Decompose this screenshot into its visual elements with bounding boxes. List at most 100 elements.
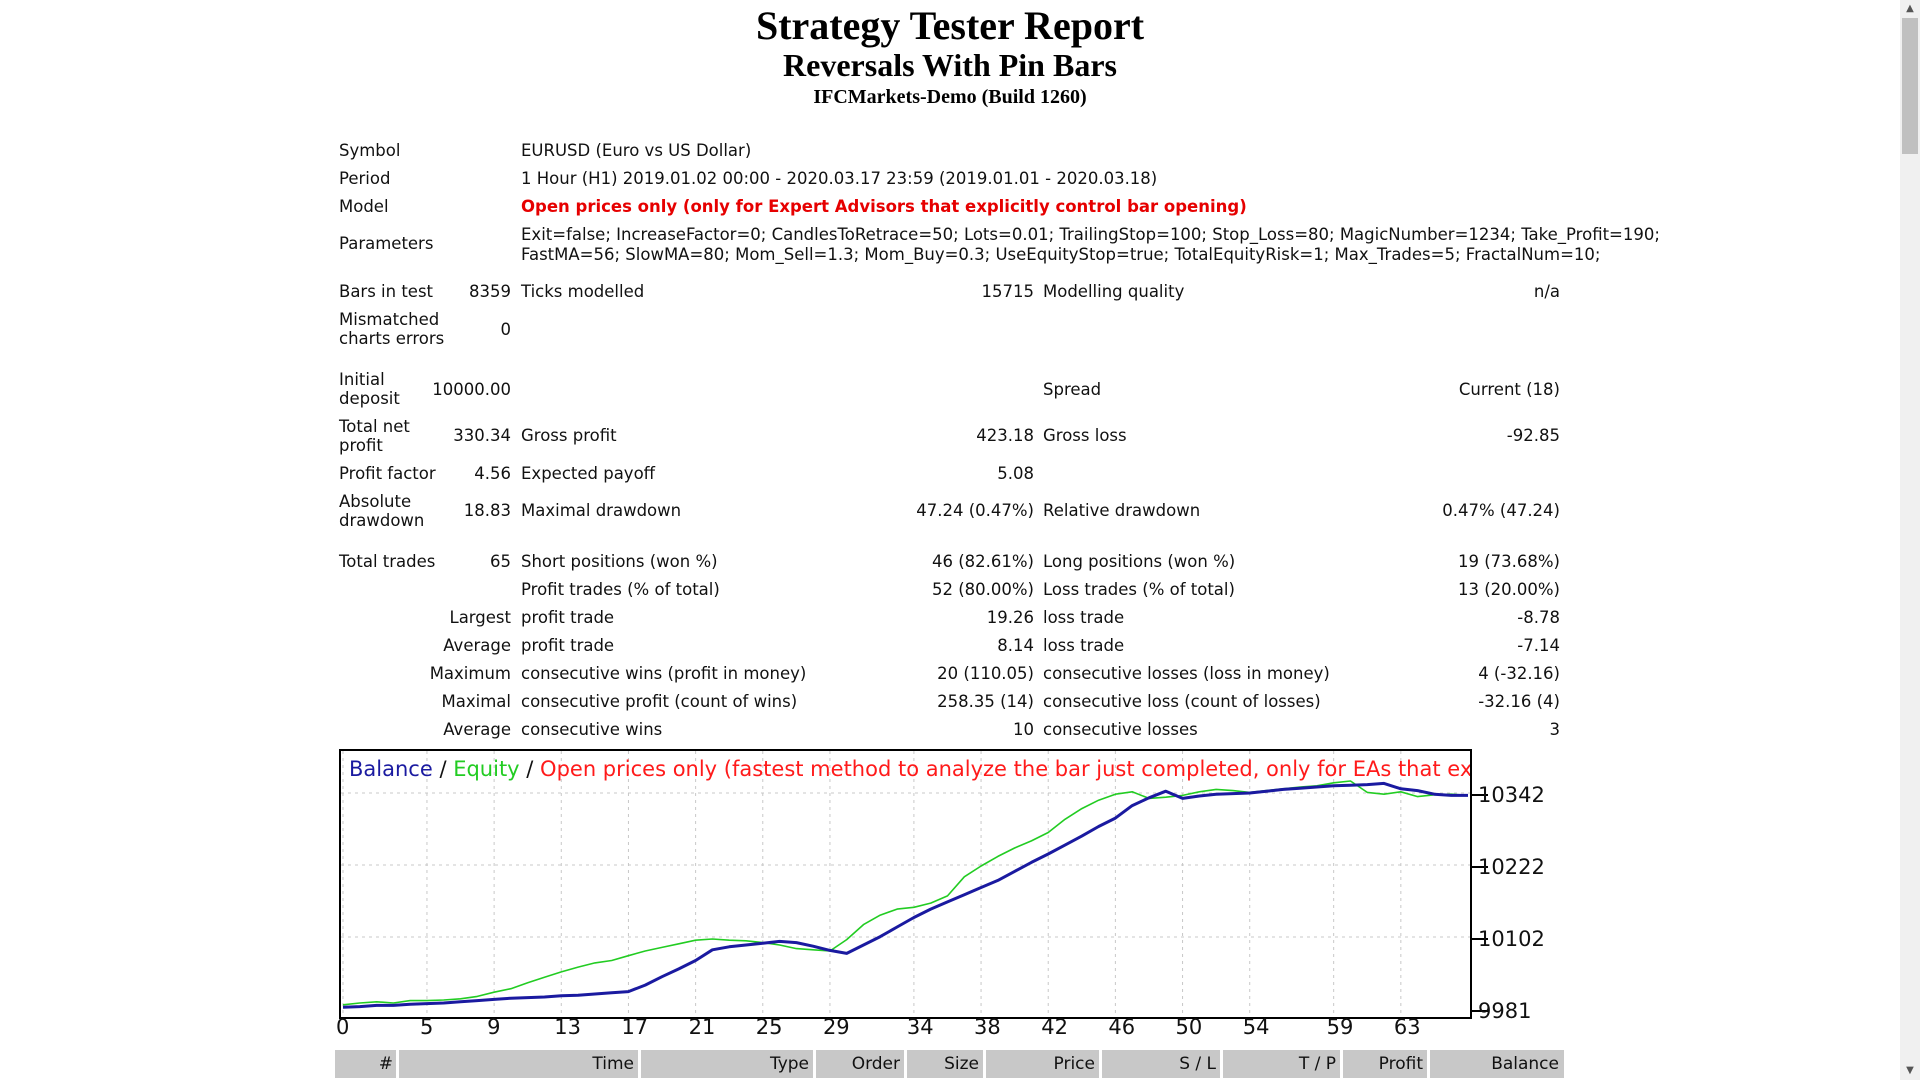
vertical-scrollbar[interactable] bbox=[1900, 0, 1920, 1080]
y-tick-mark bbox=[1470, 1010, 1488, 1012]
max-consec-losses-value: 4 (-32.16) bbox=[1478, 664, 1560, 683]
header-divider bbox=[1427, 1050, 1430, 1078]
header-divider bbox=[904, 1050, 907, 1078]
largest-loss-label: loss trade bbox=[1043, 608, 1125, 627]
mismatch-value: 0 bbox=[500, 320, 512, 339]
net-profit-label-1: Total net bbox=[339, 417, 410, 436]
net-profit-value: 330.34 bbox=[453, 426, 511, 445]
col-time: Time bbox=[592, 1054, 634, 1074]
total-trades-value: 65 bbox=[490, 552, 511, 571]
y-tick-label: 10102 bbox=[1478, 927, 1545, 951]
avg-consec-wins-label: consecutive wins bbox=[521, 720, 663, 739]
maximal-profit-value: 258.35 (14) bbox=[937, 692, 1034, 711]
average-label: Average bbox=[443, 636, 511, 655]
profit-factor-value: 4.56 bbox=[474, 464, 511, 483]
avg-consec-wins-value: 10 bbox=[1013, 720, 1034, 739]
chart-legend: Balance / Equity / Open prices only (fas… bbox=[349, 757, 1472, 781]
bars-label: Bars in test bbox=[339, 282, 434, 301]
largest-label: Largest bbox=[449, 608, 512, 627]
header-divider bbox=[1220, 1050, 1223, 1078]
parameters-line2: FastMA=56; SlowMA=80; Mom_Sell=1.3; Mom_… bbox=[521, 245, 1601, 264]
net-profit-label-2: profit bbox=[339, 436, 383, 455]
avg-consec-losses-label: consecutive losses bbox=[1043, 720, 1198, 739]
col-price: Price bbox=[1053, 1054, 1095, 1074]
average-loss-value: -7.14 bbox=[1517, 636, 1560, 655]
gross-profit-value: 423.18 bbox=[976, 426, 1034, 445]
loss-trades-label: Loss trades (% of total) bbox=[1043, 580, 1235, 599]
x-tick-label: 50 bbox=[1175, 1015, 1203, 1039]
legend-separator: / bbox=[432, 757, 454, 781]
header-divider bbox=[813, 1050, 816, 1078]
x-tick-label: 38 bbox=[974, 1015, 1001, 1039]
bars-value: 8359 bbox=[469, 282, 511, 301]
long-positions-value: 19 (73.68%) bbox=[1457, 552, 1560, 571]
x-tick-label: 54 bbox=[1242, 1015, 1270, 1039]
col-size: Size bbox=[944, 1054, 979, 1074]
series-line-equity bbox=[342, 780, 1469, 1006]
x-tick-label: 13 bbox=[554, 1015, 582, 1039]
header-divider bbox=[1340, 1050, 1343, 1078]
short-positions-label: Short positions (won %) bbox=[521, 552, 718, 571]
mismatch-label-1: Mismatched bbox=[339, 310, 440, 329]
expected-payoff-value: 5.08 bbox=[997, 464, 1034, 483]
series-line-balance bbox=[342, 781, 1468, 1009]
legend-separator: / bbox=[519, 757, 541, 781]
profit-trades-value: 52 (80.00%) bbox=[931, 580, 1034, 599]
abs-drawdown-value: 18.83 bbox=[463, 501, 511, 520]
symbol-label: Symbol bbox=[339, 141, 401, 160]
y-tick-mark bbox=[1470, 794, 1488, 796]
scrollbar-thumb[interactable] bbox=[1902, 18, 1918, 154]
ticks-value: 15715 bbox=[981, 282, 1035, 301]
average-consec-label: Average bbox=[443, 720, 511, 739]
largest-profit-value: 19.26 bbox=[986, 608, 1034, 627]
abs-drawdown-label-2: drawdown bbox=[339, 511, 425, 530]
x-tick-label: 29 bbox=[822, 1015, 850, 1039]
period-label: Period bbox=[339, 169, 391, 188]
rel-drawdown-value: 0.47% (47.24) bbox=[1442, 501, 1560, 520]
max-drawdown-label: Maximal drawdown bbox=[521, 501, 682, 520]
server-build: IFCMarkets-Demo (Build 1260) bbox=[813, 86, 1087, 108]
largest-profit-label: profit trade bbox=[521, 608, 615, 627]
long-positions-label: Long positions (won %) bbox=[1043, 552, 1236, 571]
x-tick-label: 34 bbox=[906, 1015, 934, 1039]
col-profit: Profit bbox=[1378, 1054, 1423, 1074]
y-tick-label: 10222 bbox=[1478, 855, 1545, 879]
expected-payoff-label: Expected payoff bbox=[521, 464, 656, 483]
mismatch-label-2: charts errors bbox=[339, 329, 445, 348]
maximal-loss-label: consecutive loss (count of losses) bbox=[1043, 692, 1321, 711]
model-value: Open prices only (only for Expert Adviso… bbox=[521, 197, 1247, 216]
short-positions-value: 46 (82.61%) bbox=[931, 552, 1034, 571]
legend-equity: Equity bbox=[453, 757, 520, 781]
spread-label: Spread bbox=[1043, 380, 1102, 399]
x-tick-label: 25 bbox=[755, 1015, 783, 1039]
legend-balance: Balance bbox=[349, 757, 433, 781]
average-loss-label: loss trade bbox=[1043, 636, 1125, 655]
maximum-label: Maximum bbox=[429, 664, 511, 683]
average-profit-value: 8.14 bbox=[997, 636, 1034, 655]
quality-label: Modelling quality bbox=[1043, 282, 1185, 301]
scroll-up-icon[interactable]: ▲ bbox=[1906, 3, 1914, 14]
x-tick-label: 17 bbox=[621, 1015, 649, 1039]
header-divider bbox=[638, 1050, 641, 1078]
x-tick-label: 46 bbox=[1108, 1015, 1136, 1039]
col-number: # bbox=[378, 1054, 393, 1074]
abs-drawdown-label-1: Absolute bbox=[339, 492, 412, 511]
y-tick-label: 9981 bbox=[1478, 999, 1532, 1023]
header-divider bbox=[396, 1050, 399, 1078]
col-take-profit: T / P bbox=[1298, 1054, 1336, 1074]
model-label: Model bbox=[339, 197, 389, 216]
y-tick-mark bbox=[1470, 866, 1488, 868]
quality-value: n/a bbox=[1533, 282, 1560, 301]
symbol-value: EURUSD (Euro vs US Dollar) bbox=[521, 141, 752, 160]
legend-model: Open prices only (fastest method to anal… bbox=[540, 757, 1472, 781]
x-tick-label: 0 bbox=[336, 1015, 350, 1039]
trades-table-header: # Time Type Order Size Price S / L T / P… bbox=[335, 1050, 1564, 1078]
scroll-down-icon[interactable]: ▼ bbox=[1906, 1065, 1914, 1076]
x-tick-label: 63 bbox=[1393, 1015, 1421, 1039]
maximal-loss-value: -32.16 (4) bbox=[1478, 692, 1560, 711]
deposit-value: 10000.00 bbox=[432, 380, 511, 399]
parameters-line1: Exit=false; IncreaseFactor=0; CandlesToR… bbox=[521, 225, 1660, 244]
max-consec-wins-label: consecutive wins (profit in money) bbox=[521, 664, 807, 683]
period-value: 1 Hour (H1) 2019.01.02 00:00 - 2020.03.1… bbox=[521, 169, 1158, 188]
